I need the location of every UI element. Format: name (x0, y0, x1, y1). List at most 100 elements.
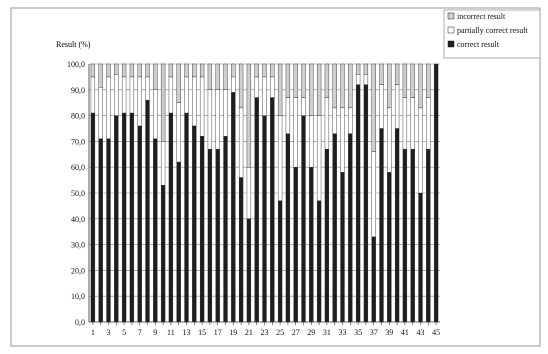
bar-segment-partially-correct-result (379, 84, 384, 129)
bar-segment-correct-result (254, 97, 259, 323)
bar-segment-partially-correct-result (418, 107, 423, 194)
x-tick-label: 21 (245, 328, 253, 337)
bar-segment-correct-result (121, 112, 127, 323)
x-tick-label: 41 (401, 328, 409, 337)
bar-segment-correct-result (309, 166, 314, 323)
bar-segment-partially-correct-result (121, 76, 127, 114)
x-tick-label: 27 (292, 328, 300, 337)
bar-segment-partially-correct-result (223, 89, 228, 137)
bar-segment-incorrect-result (168, 63, 174, 78)
bar-segment-correct-result (293, 166, 298, 323)
bar-segment-correct-result (371, 236, 376, 323)
bar-segment-incorrect-result (402, 63, 408, 98)
bar-segment-correct-result (153, 138, 158, 323)
y-tick-label: 0,0 (75, 318, 85, 327)
bar-segment-correct-result (168, 112, 174, 323)
bar-segment-incorrect-result (238, 63, 244, 109)
bar-segment-incorrect-result (231, 63, 236, 78)
bar-segment-correct-result (277, 200, 283, 323)
x-tick-label: 13 (183, 328, 191, 337)
bar-segment-incorrect-result (270, 63, 275, 78)
bar-segment-partially-correct-result (340, 107, 345, 173)
bar-segment-incorrect-result (192, 63, 197, 78)
y-tick-label: 60,0 (71, 163, 85, 172)
bar-segment-incorrect-result (215, 63, 220, 90)
bar-segment-correct-result (176, 161, 181, 323)
bar-segment-partially-correct-result (114, 74, 119, 116)
bars (90, 63, 439, 323)
bar-segment-incorrect-result (293, 63, 298, 98)
bar-segment-incorrect-result (176, 63, 181, 103)
bar-segment-partially-correct-result (301, 97, 306, 116)
bar-segment-partially-correct-result (90, 76, 96, 114)
bar-segment-partially-correct-result (98, 87, 103, 140)
bar-segment-partially-correct-result (309, 115, 314, 168)
x-tick-label: 43 (417, 328, 425, 337)
bar-segment-partially-correct-result (176, 102, 181, 163)
bar-segment-correct-result (340, 172, 345, 323)
bar-segment-partially-correct-result (106, 76, 111, 140)
bar-segment-correct-result (394, 128, 400, 323)
bar-segment-correct-result (231, 92, 236, 323)
figure-border (10, 7, 541, 347)
x-tick-label: 29 (307, 328, 315, 337)
x-tick-label: 31 (323, 328, 331, 337)
legend-swatch (447, 12, 455, 20)
x-tick-label: 9 (153, 328, 157, 337)
bar-segment-incorrect-result (387, 63, 392, 109)
x-tick-label: 39 (385, 328, 393, 337)
bar-segment-correct-result (192, 125, 197, 323)
bar-segment-partially-correct-result (145, 76, 150, 101)
bar-segment-incorrect-result (106, 63, 111, 78)
legend-swatch (447, 40, 455, 48)
bar-segment-incorrect-result (246, 63, 252, 168)
bar-segment-incorrect-result (145, 63, 150, 78)
bar-segment-incorrect-result (316, 63, 322, 116)
bar-segment-correct-result (426, 148, 431, 323)
bar-segment-correct-result (215, 148, 220, 323)
x-tick-label: 23 (261, 328, 269, 337)
bar-segment-correct-result (301, 115, 306, 323)
bar-segment-incorrect-result (160, 63, 166, 142)
bar-segment-incorrect-result (285, 63, 291, 98)
bar-segment-partially-correct-result (371, 151, 376, 238)
bar-segment-correct-result (348, 133, 353, 323)
bar-segment-incorrect-result (340, 63, 345, 109)
bar-segment-incorrect-result (98, 63, 103, 88)
legend-label: incorrect result (457, 12, 506, 21)
bar-segment-incorrect-result (114, 63, 119, 75)
bar-segment-correct-result (355, 84, 361, 323)
bar-segment-partially-correct-result (355, 74, 361, 85)
bar-segment-incorrect-result (254, 63, 259, 78)
bar-segment-incorrect-result (363, 63, 369, 75)
bar-segment-partially-correct-result (426, 97, 431, 150)
bar-segment-partially-correct-result (332, 107, 337, 134)
y-tick-label: 100,0 (67, 60, 85, 69)
bar-segment-correct-result (90, 112, 96, 323)
bar-segment-correct-result (332, 133, 337, 323)
x-tick-label: 19 (229, 328, 237, 337)
bar-segment-correct-result (129, 112, 135, 323)
y-axis-label: Result (%) (56, 40, 91, 49)
bar-segment-partially-correct-result (153, 89, 158, 140)
bar-segment-incorrect-result (348, 63, 353, 109)
x-tick-label: 3 (107, 328, 111, 337)
bar-segment-incorrect-result (394, 63, 400, 85)
x-tick-label: 35 (354, 328, 362, 337)
bar-segment-incorrect-result (184, 63, 189, 78)
bar-segment-partially-correct-result (199, 76, 205, 137)
bar-segment-incorrect-result (426, 63, 431, 98)
bar-segment-incorrect-result (223, 63, 228, 90)
bar-segment-partially-correct-result (348, 107, 353, 134)
x-tick-label: 45 (432, 328, 440, 337)
bar-segment-correct-result (137, 125, 142, 323)
x-tick-label: 5 (122, 328, 126, 337)
bar-segment-partially-correct-result (215, 89, 220, 150)
bar-segment-correct-result (246, 218, 252, 323)
y-tick-label: 20,0 (71, 266, 85, 275)
bar-segment-incorrect-result (355, 63, 361, 75)
bar-segment-partially-correct-result (129, 76, 135, 114)
legend-label: correct result (457, 40, 500, 49)
